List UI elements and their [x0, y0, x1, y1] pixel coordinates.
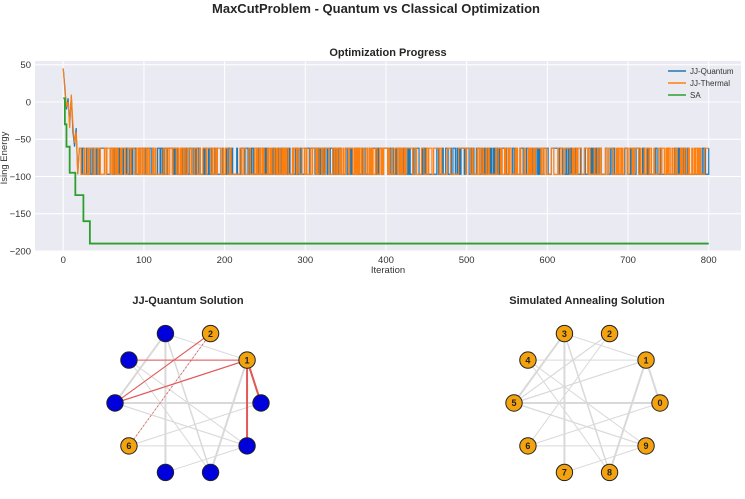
- graph-edge: [128, 359, 211, 473]
- legend-label-sa: SA: [690, 91, 701, 100]
- graph-node: [156, 324, 175, 343]
- y-axis-label: Ising Energy: [0, 131, 10, 184]
- graph-cut-edge: [114, 333, 211, 404]
- graph-edge: [564, 333, 647, 361]
- legend-label-jj-thermal: JJ-Thermal: [690, 79, 730, 88]
- graph-node: [252, 394, 270, 412]
- x-axis-ticks: 0 100 200 300 400 500 600 700 800: [61, 255, 717, 266]
- y-tick-label: 0: [26, 97, 31, 108]
- graph-node-label: 7: [562, 468, 567, 478]
- x-tick-label: 600: [539, 255, 555, 266]
- graph-node: [106, 394, 124, 412]
- graph-node: [637, 437, 655, 455]
- graph-node: [555, 463, 574, 482]
- sa-solution-title: Simulated Annealing Solution: [509, 295, 665, 307]
- graph-node: [505, 394, 523, 412]
- y-axis-ticks: 50 0 −50 −100 −150 −200: [10, 60, 31, 257]
- graph-node: [120, 437, 138, 455]
- graph-edge: [563, 333, 611, 473]
- x-tick-label: 300: [297, 255, 313, 266]
- graph-edge: [165, 333, 248, 361]
- graph-node: [156, 463, 175, 482]
- graph-edge: [608, 359, 648, 473]
- graph-node: [238, 351, 256, 369]
- legend-label-jj-quantum: JJ-Quantum: [690, 67, 734, 76]
- y-tick-label: −200: [10, 247, 31, 258]
- graph-node: [555, 324, 574, 343]
- graph-node: [519, 351, 537, 369]
- graph-node: [201, 463, 220, 482]
- graph-node-label: 8: [607, 468, 612, 478]
- graph-node-label: 0: [657, 398, 662, 408]
- sa-solution-graph: 0 1 2 3 4 5 6 7 8 9: [505, 324, 669, 482]
- chart-title: Optimization Progress: [329, 47, 446, 59]
- graph-node: [120, 351, 138, 369]
- graph-node: [600, 463, 619, 482]
- graph-edge: [114, 402, 248, 447]
- graph-node: [519, 437, 537, 455]
- graph-node-label: 2: [607, 329, 612, 339]
- graph-node-label: 1: [644, 355, 649, 365]
- x-tick-label: 500: [459, 255, 475, 266]
- jj-quantum-solution-title: JJ-Quantum Solution: [132, 295, 244, 307]
- graph-edge: [513, 402, 647, 447]
- graph-node-label: 4: [525, 355, 530, 365]
- series-line-jj-thermal: [62, 68, 709, 175]
- x-tick-label: 200: [217, 255, 233, 266]
- x-axis-label: Iteration: [371, 265, 405, 276]
- figure-title: MaxCutProblem - Quantum vs Classical Opt…: [212, 1, 540, 16]
- graph-node-label: 5: [511, 398, 516, 408]
- y-tick-label: −50: [15, 135, 31, 146]
- graph-node-label: 6: [525, 441, 530, 451]
- optimization-progress-chart: Optimization Progress 500−50−100−150−200…: [0, 47, 741, 276]
- graph-node: [201, 324, 220, 343]
- graph-node: [238, 437, 256, 455]
- y-tick-label: 50: [20, 60, 31, 71]
- jj-quantum-solution-graph: 1 2 6: [106, 324, 270, 482]
- graph-node-label: 3: [562, 329, 567, 339]
- graph-edge: [164, 333, 212, 473]
- graph-node-label: 6: [126, 441, 131, 451]
- series-lines: [62, 68, 710, 245]
- y-tick-label: −150: [10, 209, 31, 220]
- x-tick-label: 0: [61, 255, 66, 266]
- graph-node: [637, 351, 655, 369]
- graph-node-label: 1: [245, 355, 250, 365]
- graph-edge: [527, 359, 610, 473]
- graph-node: [600, 324, 619, 343]
- graph-node: [651, 394, 669, 412]
- y-tick-label: −100: [10, 172, 31, 183]
- graph-cut-edge: [114, 359, 248, 404]
- x-tick-label: 700: [620, 255, 636, 266]
- legend: JJ-Quantum JJ-Thermal SA: [668, 67, 734, 100]
- graph-edge: [513, 333, 610, 404]
- x-tick-label: 100: [136, 255, 152, 266]
- graph-node-label: 9: [644, 441, 649, 451]
- x-tick-label: 800: [701, 255, 717, 266]
- graph-node-label: 2: [208, 329, 213, 339]
- graph-edge: [209, 359, 249, 473]
- x-tick-label: 400: [378, 255, 394, 266]
- graph-cut-edge: [128, 333, 211, 447]
- series-line-sa: [63, 97, 709, 245]
